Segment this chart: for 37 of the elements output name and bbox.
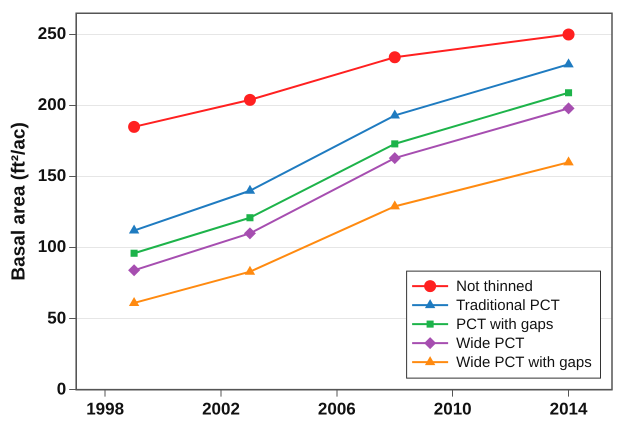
point xyxy=(563,156,574,166)
point xyxy=(244,94,256,106)
point xyxy=(390,109,400,118)
x-tick-label: 1998 xyxy=(86,399,124,418)
point xyxy=(391,140,398,148)
point xyxy=(128,264,140,276)
legend-label: PCT with gaps xyxy=(456,316,554,334)
point xyxy=(563,58,574,68)
x-tick-label: 2002 xyxy=(202,399,240,418)
x-tick-label: 2006 xyxy=(318,399,356,418)
point xyxy=(128,120,140,133)
point xyxy=(388,51,401,64)
point xyxy=(130,250,138,257)
legend-label: Traditional PCT xyxy=(456,297,560,314)
y-axis-title: Basal area (ft²/ac) xyxy=(8,122,30,281)
y-tick-label: 250 xyxy=(38,24,66,44)
point xyxy=(388,152,401,164)
y-tick-label: 100 xyxy=(38,237,66,256)
point xyxy=(562,28,575,41)
y-tick-label: 0 xyxy=(56,379,66,398)
point xyxy=(128,224,140,234)
point xyxy=(244,184,256,194)
x-tick-label: 2010 xyxy=(434,399,472,418)
legend-label: Not thinned xyxy=(456,278,533,296)
y-tick-label: 200 xyxy=(38,95,66,114)
legend-label: Wide PCT xyxy=(456,335,524,352)
point xyxy=(244,266,256,275)
point xyxy=(128,296,140,306)
point xyxy=(565,89,572,96)
point xyxy=(562,102,575,114)
point xyxy=(390,200,400,210)
point xyxy=(246,214,254,222)
y-tick-label: 150 xyxy=(38,166,66,186)
legend-label: Wide PCT with gaps xyxy=(456,354,592,372)
x-tick-label: 2014 xyxy=(550,399,588,418)
point xyxy=(244,227,256,240)
y-tick-label: 50 xyxy=(47,308,66,328)
